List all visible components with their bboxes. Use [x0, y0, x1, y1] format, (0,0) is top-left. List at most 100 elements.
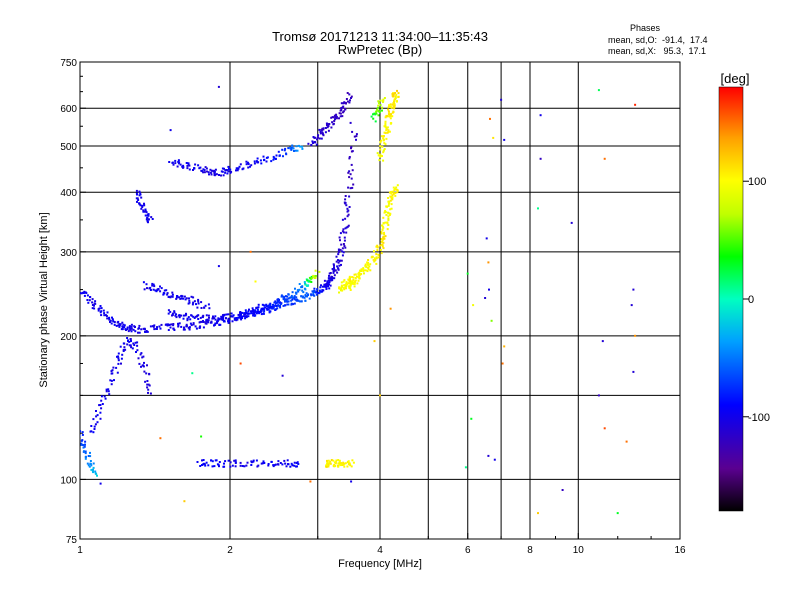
echo-point: [167, 296, 170, 298]
echo-point: [256, 310, 259, 313]
echo-point: [128, 326, 131, 329]
echo-point: [313, 291, 315, 294]
echo-point: [309, 280, 312, 283]
echo-point: [148, 373, 151, 376]
echo-point: [92, 471, 95, 474]
echo-point: [217, 463, 220, 466]
echo-point: [345, 287, 347, 290]
echo-point: [312, 292, 315, 295]
echo-point: [351, 459, 354, 462]
echo-point: [239, 314, 242, 317]
echo-point: [137, 357, 140, 360]
echo-point: [166, 323, 169, 326]
echo-point: [328, 272, 331, 275]
echo-point: [245, 311, 247, 314]
echo-point: [376, 108, 379, 111]
echo-point: [180, 314, 183, 317]
echo-point: [122, 323, 125, 326]
echo-point: [162, 291, 165, 294]
echo-point: [539, 157, 542, 160]
echo-point: [348, 170, 351, 173]
echo-point: [376, 244, 379, 247]
echo-point: [392, 186, 395, 189]
echo-point: [263, 310, 266, 313]
echo-point: [243, 465, 246, 468]
echo-point: [328, 274, 330, 277]
echo-point: [383, 131, 386, 134]
echo-point: [372, 258, 375, 261]
echo-point: [182, 317, 185, 320]
echo-point: [339, 239, 341, 242]
echo-point: [342, 228, 345, 231]
echo-point: [375, 256, 378, 259]
echo-point: [325, 464, 328, 467]
echo-point: [99, 305, 102, 307]
echo-point: [142, 327, 145, 330]
echo-point: [271, 306, 273, 308]
echo-point: [310, 275, 313, 278]
echo-point: [380, 232, 383, 235]
echo-point: [194, 315, 197, 318]
echo-point: [347, 460, 350, 463]
echo-point: [305, 284, 308, 287]
echo-point: [238, 314, 241, 317]
echo-point: [227, 321, 230, 324]
echo-point: [343, 245, 346, 247]
echo-point: [352, 276, 355, 279]
echo-point: [307, 284, 310, 287]
echo-point: [348, 275, 351, 278]
echo-point: [363, 272, 365, 275]
y-tick-label: 200: [60, 332, 77, 343]
echo-point: [377, 100, 380, 103]
echo-point: [235, 317, 238, 319]
echo-point: [199, 465, 202, 467]
echo-point: [143, 361, 145, 364]
echo-point: [168, 161, 171, 163]
x-axis-ticks: 1 2 4 6 8 10 16: [77, 533, 686, 556]
echo-point: [338, 459, 341, 462]
echo-point: [379, 99, 382, 102]
echo-point: [90, 468, 93, 471]
echo-point: [124, 328, 127, 331]
echo-point: [387, 197, 390, 199]
echo-point: [155, 328, 158, 330]
echo-point: [327, 123, 330, 126]
echo-point: [293, 302, 296, 305]
echo-point: [231, 320, 234, 323]
echo-point: [138, 331, 141, 334]
echo-point: [351, 150, 354, 153]
echo-point: [233, 318, 236, 321]
echo-point: [146, 386, 149, 389]
echo-point: [307, 142, 310, 145]
echo-point: [224, 169, 227, 172]
echo-point: [387, 219, 390, 222]
echo-point: [230, 170, 233, 173]
echo-point: [317, 134, 320, 137]
echo-point: [272, 155, 275, 158]
echo-point: [105, 388, 108, 391]
echo-point: [239, 461, 242, 464]
echo-point: [93, 428, 96, 430]
echo-point: [387, 212, 390, 215]
echo-point: [396, 191, 399, 194]
echo-point: [251, 307, 254, 310]
echo-point: [345, 226, 348, 229]
echo-point: [247, 310, 250, 313]
echo-point: [322, 133, 324, 136]
echo-point: [366, 261, 369, 264]
echo-point: [144, 328, 146, 331]
echo-point: [170, 295, 173, 298]
echo-point: [121, 353, 124, 356]
echo-point: [280, 295, 283, 298]
echo-point: [355, 138, 357, 141]
echo-point: [339, 109, 342, 112]
y-tick-label: 100: [60, 475, 77, 486]
x-tick-label: 10: [573, 545, 585, 556]
echo-point: [109, 379, 112, 382]
echo-point: [203, 306, 206, 309]
echo-point: [394, 98, 397, 101]
echo-point: [265, 307, 268, 310]
colorbar: [718, 86, 744, 512]
echo-point: [323, 283, 326, 286]
echo-point: [222, 174, 225, 177]
